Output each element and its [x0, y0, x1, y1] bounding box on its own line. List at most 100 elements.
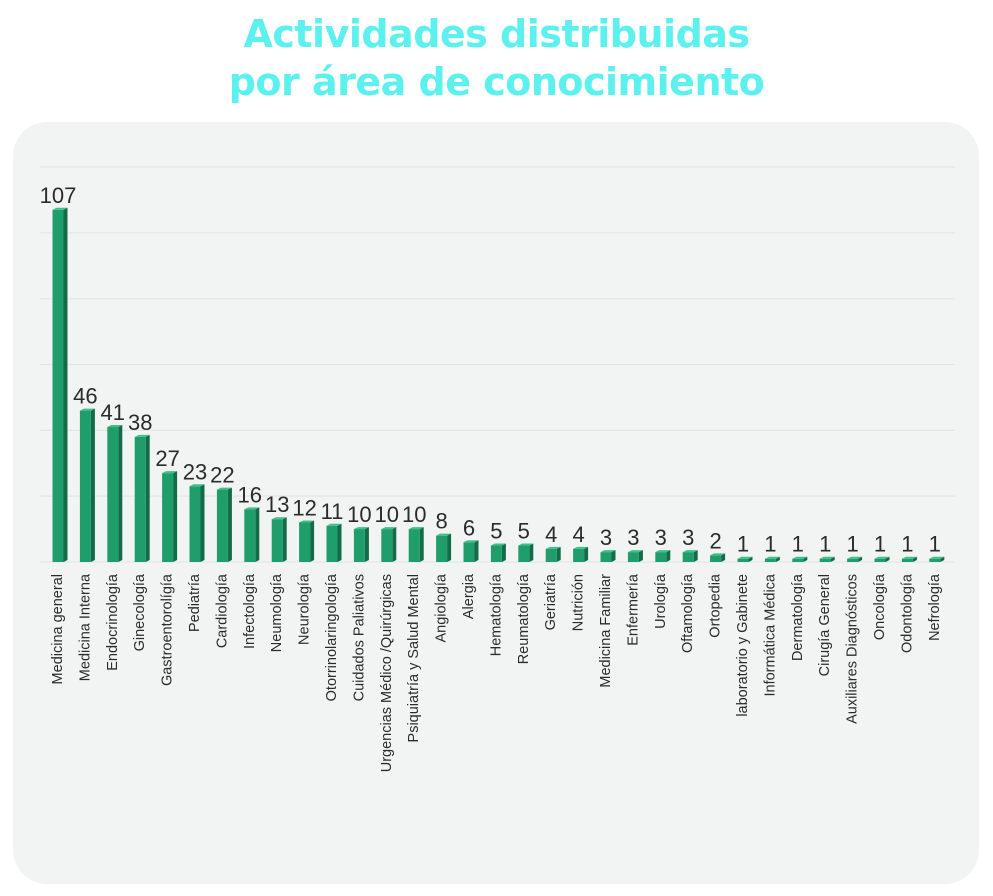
bar-top: [463, 540, 479, 543]
category-label: Psiquiatría y Salud Mental: [406, 574, 422, 742]
bar-value-label: 23: [183, 459, 207, 484]
bar-front: [792, 558, 804, 562]
bar-top: [518, 543, 534, 546]
bar-top: [737, 556, 753, 559]
bar-front: [244, 509, 256, 562]
bar-side: [474, 540, 479, 562]
category-label: Hematología: [488, 573, 504, 656]
bar-value-label: 3: [682, 525, 694, 550]
category-label: Cardiología: [214, 573, 230, 648]
bar-value-label: 4: [545, 522, 557, 547]
bar-front: [545, 548, 557, 562]
bar-front: [710, 555, 722, 562]
bar-value-label: 46: [73, 384, 97, 409]
category-label: Alergia: [461, 573, 477, 619]
bar-top: [216, 487, 232, 490]
bar-top: [627, 550, 643, 553]
bar-side: [693, 550, 698, 562]
bar-side: [912, 556, 917, 562]
bar-front: [162, 473, 174, 562]
bar-value-label: 2: [709, 528, 721, 553]
bar-top: [710, 553, 726, 556]
category-label: Auxiliares Diagnósticos: [845, 574, 861, 724]
bar-side: [282, 517, 287, 562]
bar-side: [885, 556, 890, 562]
category-label: Medicina general: [50, 574, 66, 684]
bar-front: [682, 552, 694, 562]
bar-side: [145, 434, 150, 562]
bar-value-label: 1: [901, 532, 913, 557]
category-label: Informática Médica: [762, 573, 778, 696]
bar-top: [490, 543, 506, 546]
bar-value-label: 6: [463, 515, 475, 540]
bar: [299, 520, 315, 562]
bar-front: [52, 209, 64, 562]
bar-value-label: 10: [347, 502, 371, 527]
bar: [600, 550, 616, 562]
category-label: Otorrinolaringología: [324, 573, 340, 701]
bar-front: [901, 558, 913, 562]
bar: [244, 507, 260, 562]
bar-front: [463, 542, 475, 562]
bar-value-label: 10: [375, 502, 399, 527]
bar-front: [299, 522, 311, 562]
chart-title-line-2: por área de conocimiento: [228, 60, 765, 104]
category-labels: Medicina general Medicina Interna Endocrin…: [50, 573, 943, 772]
category-label: Nutrición: [571, 574, 587, 631]
bar-front: [326, 525, 338, 562]
bar-front: [764, 558, 776, 562]
bar: [408, 527, 424, 562]
bar-side: [858, 556, 863, 562]
bar-top: [52, 207, 68, 210]
bar-side: [364, 527, 369, 562]
bar-value-label: 107: [40, 183, 77, 208]
bar-top: [189, 484, 205, 487]
category-label: Urología: [653, 573, 669, 629]
bar-top: [764, 556, 780, 559]
bar-side: [337, 523, 342, 562]
bar-front: [600, 552, 612, 562]
bar: [819, 556, 835, 562]
bar-side: [775, 556, 780, 562]
bar-top: [792, 556, 808, 559]
category-label: Cuidados Paliativos: [351, 574, 367, 701]
bar-top: [874, 556, 890, 559]
bar-value-label: 1: [929, 532, 941, 557]
bar-top: [107, 425, 123, 428]
bar-value-label: 11: [321, 499, 344, 524]
bar: [901, 556, 917, 562]
bar-front: [408, 529, 420, 562]
bar-value-label: 13: [265, 492, 289, 517]
bar-side: [447, 533, 452, 562]
bar-value-label: 3: [600, 525, 612, 550]
bar-front: [929, 558, 941, 562]
bar-front: [271, 519, 283, 562]
bar-value-label: 1: [792, 532, 804, 557]
bar: [107, 425, 123, 562]
bar-value-label: 1: [819, 532, 831, 557]
bar-front: [819, 558, 831, 562]
bar-top: [600, 550, 616, 553]
bar: [655, 550, 671, 562]
bar-side: [556, 546, 561, 562]
category-label: Endocrinología: [105, 573, 121, 671]
bar-side: [90, 408, 95, 562]
bar-top: [326, 523, 342, 526]
bar-value-label: 8: [435, 509, 447, 534]
bar-side: [310, 520, 315, 562]
bar: [710, 553, 726, 562]
bar-front: [381, 529, 393, 562]
bar: [326, 523, 342, 562]
bar-top: [819, 556, 835, 559]
bar-side: [611, 550, 616, 562]
bar: [682, 550, 698, 562]
bar-side: [63, 207, 68, 562]
bar-top: [353, 527, 369, 530]
bar-front: [134, 436, 146, 562]
bar-side: [118, 425, 123, 562]
category-label: Geriatría: [543, 573, 559, 630]
bar: [134, 434, 150, 562]
bar-value-label: 12: [292, 496, 316, 521]
bar-top: [299, 520, 315, 523]
